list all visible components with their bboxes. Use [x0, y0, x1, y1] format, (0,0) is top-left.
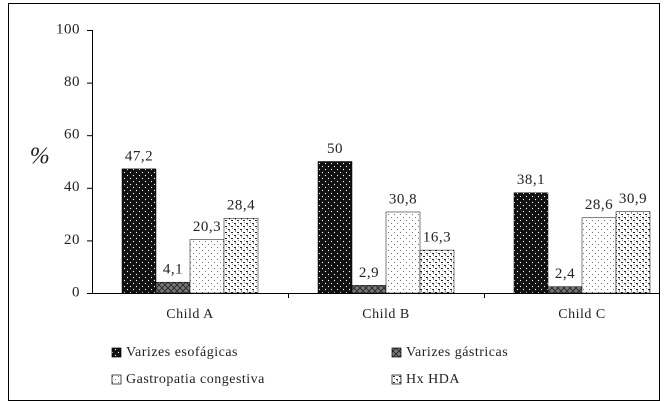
legend-label: Varizes esofágicas — [126, 345, 238, 360]
value-label: 16,3 — [423, 230, 451, 246]
x-tick-label: Child C — [558, 307, 605, 322]
y-axis-label: % — [30, 144, 51, 170]
value-label: 47,2 — [125, 148, 153, 164]
value-label: 20,3 — [193, 219, 221, 235]
legend-label: Varizes gástricas — [406, 345, 508, 360]
y-tick-label: 60 — [64, 127, 80, 143]
bar — [121, 168, 157, 294]
bar — [155, 281, 191, 294]
legend-label: Hx HDA — [406, 372, 460, 387]
bar — [581, 217, 617, 294]
bar — [385, 211, 421, 294]
value-label: 2,9 — [359, 265, 379, 281]
bar — [317, 161, 353, 294]
legend-swatch — [111, 347, 122, 358]
legend-label: Gastropatia congestiva — [126, 372, 265, 387]
value-label: 38,1 — [517, 172, 545, 188]
bar — [189, 239, 225, 294]
y-tick-label: 40 — [64, 179, 80, 195]
x-tick-label: Child B — [362, 307, 409, 322]
bar — [615, 211, 651, 294]
legend-swatch — [111, 374, 122, 385]
y-tick-label: 80 — [64, 74, 80, 90]
legend-swatch — [391, 374, 402, 385]
value-label: 2,4 — [555, 266, 575, 282]
value-label: 30,9 — [619, 191, 647, 207]
value-label: 50 — [327, 141, 343, 157]
bar — [419, 249, 455, 294]
y-tick-label: 20 — [64, 232, 80, 248]
value-label: 30,8 — [389, 191, 417, 207]
value-label: 4,1 — [163, 262, 183, 278]
x-tick-label: Child A — [166, 307, 214, 322]
y-tick-label: 100 — [56, 21, 80, 37]
bar — [351, 285, 387, 294]
value-label: 28,4 — [227, 198, 255, 214]
bar — [223, 218, 259, 294]
bar — [547, 286, 583, 294]
bar — [513, 192, 549, 294]
value-label: 28,6 — [585, 197, 613, 213]
legend-swatch — [391, 347, 402, 358]
y-tick-label: 0 — [72, 284, 80, 300]
